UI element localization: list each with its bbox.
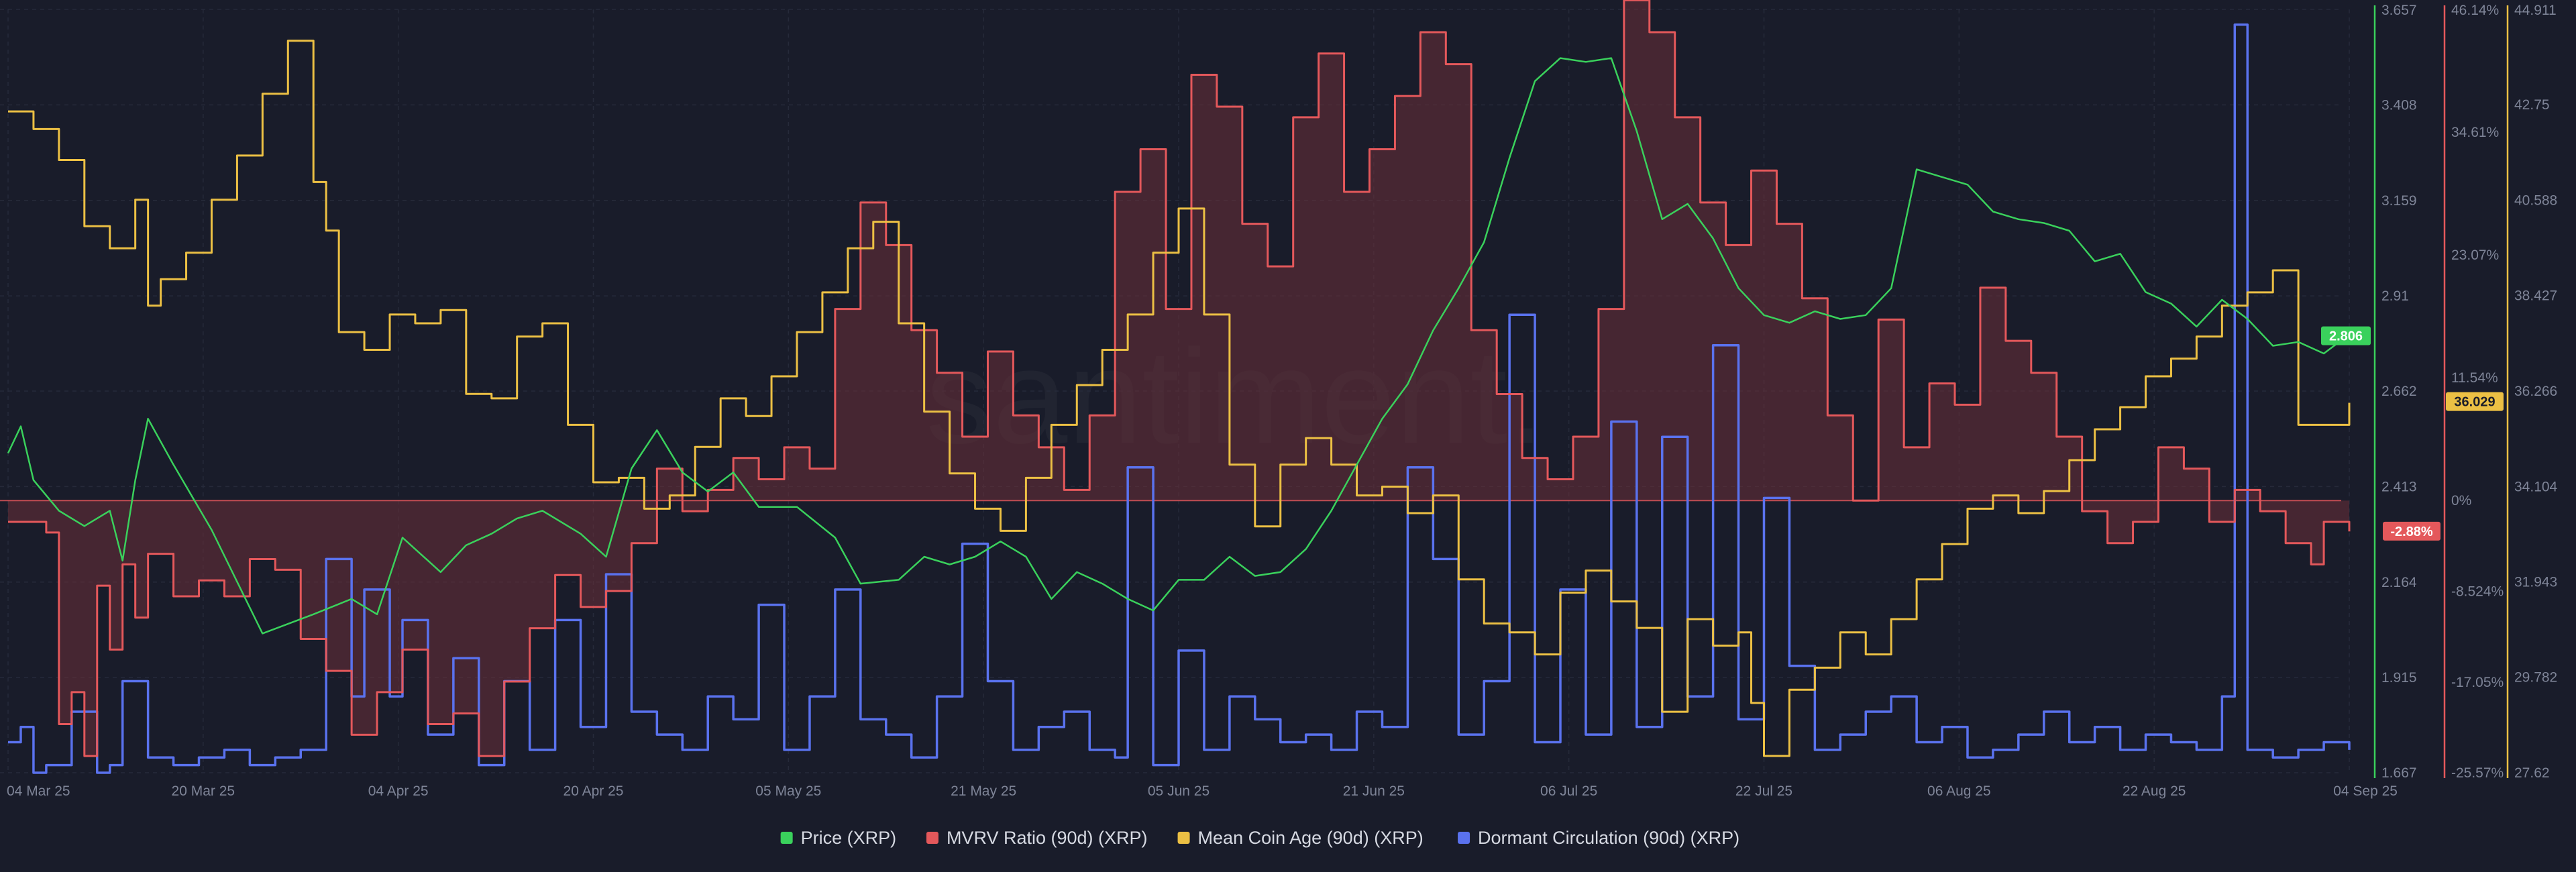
coin_age-current-badge (2446, 392, 2504, 411)
coin_age-legend-label: Mean Coin Age (90d) (XRP) (1198, 828, 1424, 848)
price-tick-label: 2.164 (2381, 575, 2417, 590)
coin_age-tick-label: 40.588 (2514, 193, 2557, 209)
dormant-circulation-line[interactable] (8, 23, 2351, 774)
coin_age-tick-label: 38.427 (2514, 288, 2557, 304)
mvrv-legend-label: MVRV Ratio (90d) (XRP) (947, 828, 1148, 848)
price-tick-label: 3.408 (2381, 97, 2417, 113)
coin_age-tick-label: 36.266 (2514, 384, 2557, 399)
mvrv-area (8, 0, 2349, 757)
coin_age-tick-label: 31.943 (2514, 574, 2557, 590)
x-tick-label: 04 Mar 25 (7, 783, 70, 799)
x-tick-label: 22 Jul 25 (1735, 783, 1792, 799)
mvrv-tick-label: 0% (2451, 493, 2471, 508)
coin_age-legend-swatch (1177, 832, 1190, 844)
x-tick-label: 05 Jun 25 (1148, 783, 1210, 799)
x-tick-label: 06 Aug 25 (1927, 783, 1991, 799)
legend[interactable]: Price (XRP) MVRV Ratio (90d) (XRP) Mean Co… (780, 828, 1740, 848)
mvrv-legend-swatch (926, 832, 938, 844)
price-tick-label: 1.667 (2381, 765, 2417, 781)
price-current-badge (2321, 326, 2371, 345)
mvrv-tick-label: 34.61% (2451, 125, 2499, 140)
axes: 3.657 3.408 3.159 2.91 2.662 2.413 2.164 1.915 1… (7, 3, 2558, 799)
price-legend-swatch (780, 832, 793, 844)
mvrv-tick-label: 11.54% (2451, 370, 2498, 386)
price-tick-label: 3.159 (2381, 193, 2417, 209)
x-tick-label: 05 May 25 (755, 783, 821, 799)
coin_age-tick-label: 27.62 (2514, 765, 2550, 781)
legend-item-dormant[interactable]: Dormant Circulation (90d) (XRP) (1458, 828, 1739, 848)
coin_age-tick-label: 29.782 (2514, 670, 2557, 686)
price-tick-label: 3.657 (2381, 3, 2417, 18)
price-current-value: 2.806 (2329, 329, 2363, 344)
price-tick-label: 2.662 (2381, 384, 2417, 399)
price-tick-label: 2.413 (2381, 479, 2417, 494)
legend-item-coin_age[interactable]: Mean Coin Age (90d) (XRP) (1177, 828, 1424, 848)
x-tick-label: 22 Aug 25 (2123, 783, 2186, 799)
x-tick-label: 20 Apr 25 (564, 783, 624, 799)
mvrv-tick-label: -8.524% (2451, 584, 2504, 599)
mvrv-tick-label: 23.07% (2451, 248, 2499, 263)
mvrv-tick-label: -17.05% (2451, 675, 2504, 690)
price-line[interactable] (7, 57, 2350, 635)
x-tick-label: 04 Sep 25 (2333, 783, 2398, 799)
x-tick-label: 21 Jun 25 (1343, 783, 1405, 799)
mvrv-current-value: -2.88% (2390, 525, 2433, 539)
dormant-legend-swatch (1458, 832, 1470, 844)
x-tick-label: 04 Apr 25 (368, 783, 429, 799)
mvrv-line[interactable] (8, 0, 2351, 757)
mean-coin-age-line[interactable] (8, 40, 2351, 757)
coin_age-current-value: 36.029 (2454, 395, 2495, 410)
coin_age-tick-label: 42.75 (2514, 97, 2550, 113)
mvrv-tick-label: -25.57% (2451, 765, 2504, 781)
legend-item-price[interactable]: Price (XRP) (780, 828, 897, 848)
price-legend-label: Price (XRP) (801, 828, 897, 848)
series-layer[interactable] (0, 0, 2351, 774)
legend-item-mvrv[interactable]: MVRV Ratio (90d) (XRP) (926, 828, 1148, 848)
coin_age-tick-label: 44.911 (2514, 3, 2557, 18)
x-tick-label: 21 May 25 (951, 783, 1016, 799)
price-tick-label: 2.91 (2381, 288, 2409, 304)
x-tick-label: 20 Mar 25 (172, 783, 235, 799)
mvrv-tick-label: 46.14% (2451, 3, 2499, 18)
coin_age-tick-label: 34.104 (2514, 479, 2558, 494)
price-tick-label: 1.915 (2381, 670, 2417, 686)
dormant-legend-label: Dormant Circulation (90d) (XRP) (1478, 828, 1739, 848)
x-tick-label: 06 Jul 25 (1540, 783, 1597, 799)
mvrv-current-badge (2383, 521, 2440, 541)
